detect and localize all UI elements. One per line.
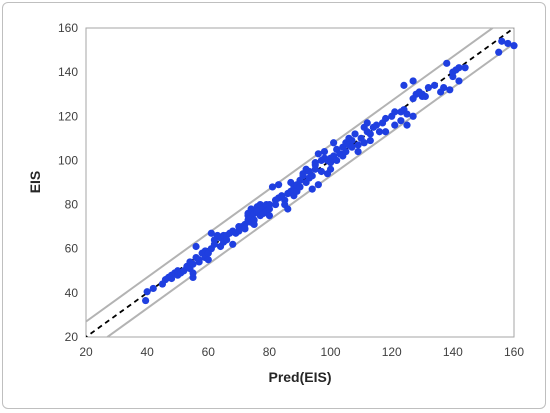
data-point: [348, 136, 356, 145]
x-tick-label: 60: [202, 345, 216, 359]
data-point: [409, 77, 417, 85]
data-point: [265, 205, 274, 213]
data-point: [333, 156, 341, 165]
y-tick-label: 80: [65, 198, 79, 212]
data-point: [391, 108, 399, 116]
data-point: [223, 236, 231, 244]
y-tick-label: 140: [58, 65, 78, 79]
data-point: [250, 220, 258, 229]
y-tick-label: 100: [58, 153, 78, 167]
data-point: [440, 83, 448, 92]
data-point: [375, 128, 384, 136]
data-point: [271, 200, 280, 209]
data-point: [317, 167, 325, 176]
data-point: [330, 139, 338, 147]
data-point: [142, 296, 150, 305]
x-tick-labels: 20 40 60 80 100 120 140 160: [79, 345, 524, 359]
data-point: [195, 256, 203, 264]
data-point: [204, 256, 212, 264]
data-point: [149, 284, 157, 293]
data-point: [391, 121, 399, 129]
data-point: [354, 148, 362, 156]
data-point: [510, 42, 518, 50]
data-point: [229, 240, 237, 248]
data-point: [168, 274, 176, 283]
data-point: [314, 150, 322, 158]
y-tick-label: 40: [65, 286, 79, 300]
data-point: [342, 148, 350, 156]
data-point: [363, 119, 371, 127]
x-axis-title: Pred(EIS): [268, 369, 331, 385]
data-point: [265, 212, 274, 220]
data-point: [403, 110, 411, 118]
lower-band-line: [105, 42, 514, 337]
x-tick-label: 160: [504, 345, 524, 359]
data-point: [348, 143, 356, 151]
data-point: [403, 121, 411, 129]
data-points: [142, 37, 518, 305]
data-point: [366, 130, 374, 138]
x-tick-label: 80: [263, 345, 277, 359]
x-tick-label: 40: [140, 345, 154, 359]
data-point: [189, 269, 197, 277]
data-point: [268, 183, 277, 191]
data-point: [326, 165, 335, 173]
data-point: [189, 260, 197, 268]
data-point: [461, 64, 469, 72]
data-point: [495, 48, 503, 56]
data-point: [308, 172, 316, 180]
data-point: [397, 117, 405, 125]
data-point: [421, 92, 429, 101]
data-point: [424, 83, 432, 92]
y-tick-labels: 20 40 60 80 100 120 140 160: [58, 21, 78, 344]
data-point: [354, 141, 362, 149]
x-tick-label: 120: [382, 345, 402, 359]
data-point: [430, 81, 439, 89]
data-point: [400, 81, 408, 89]
data-point: [308, 185, 316, 193]
data-point: [382, 114, 390, 123]
data-point: [372, 121, 381, 129]
data-point: [455, 77, 463, 85]
data-point: [192, 242, 200, 251]
data-point: [446, 86, 454, 94]
data-point: [409, 112, 417, 120]
data-point: [311, 161, 319, 169]
y-tick-label: 20: [65, 330, 79, 344]
data-point: [275, 181, 283, 189]
x-tick-label: 20: [79, 345, 93, 359]
data-point: [207, 229, 215, 237]
data-point: [284, 205, 292, 213]
data-point: [320, 148, 329, 156]
y-axis-title: EIS: [27, 171, 43, 194]
data-point: [504, 39, 512, 48]
data-point: [382, 128, 390, 136]
data-point: [351, 130, 359, 138]
data-point: [296, 183, 304, 191]
x-tick-label: 100: [321, 345, 341, 359]
data-point: [326, 159, 335, 167]
data-point: [443, 59, 451, 67]
data-point: [314, 181, 322, 189]
y-tick-label: 160: [58, 21, 78, 35]
y-tick-label: 120: [58, 109, 78, 123]
data-point: [366, 136, 374, 145]
upper-band-line: [86, 28, 495, 323]
data-point: [498, 37, 506, 45]
reference-lines: [86, 28, 514, 337]
data-point: [143, 288, 151, 296]
data-point: [241, 225, 249, 233]
data-point: [455, 64, 463, 72]
x-tick-label: 140: [443, 345, 463, 359]
y-tick-label: 60: [65, 242, 79, 256]
data-point: [360, 139, 368, 147]
